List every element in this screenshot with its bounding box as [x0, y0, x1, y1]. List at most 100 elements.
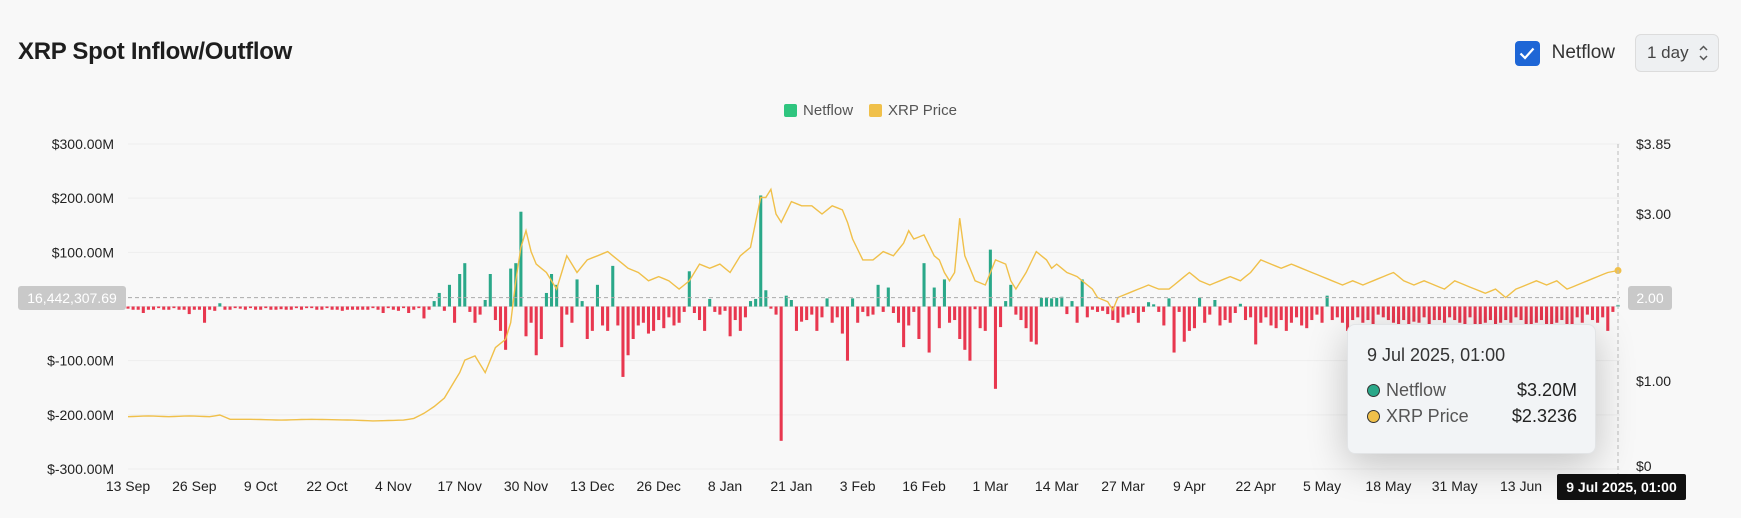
netflow-bar[interactable]	[749, 301, 753, 307]
netflow-bar[interactable]	[269, 306, 273, 310]
netflow-bar[interactable]	[641, 306, 645, 323]
netflow-bar[interactable]	[861, 306, 865, 312]
netflow-bar[interactable]	[743, 306, 747, 318]
netflow-bar[interactable]	[294, 306, 298, 309]
netflow-bar[interactable]	[1172, 306, 1176, 353]
netflow-bar[interactable]	[305, 306, 309, 309]
netflow-bar[interactable]	[442, 306, 446, 311]
netflow-bar[interactable]	[1090, 306, 1094, 310]
netflow-bar[interactable]	[284, 306, 288, 310]
netflow-bar[interactable]	[963, 306, 967, 350]
netflow-bar[interactable]	[871, 306, 875, 315]
netflow-bar[interactable]	[682, 306, 686, 312]
netflow-bar[interactable]	[386, 306, 390, 309]
netflow-bar[interactable]	[1182, 306, 1186, 342]
netflow-bar[interactable]	[325, 306, 329, 309]
netflow-bar[interactable]	[896, 306, 901, 323]
netflow-checkbox-label[interactable]: Netflow	[1551, 42, 1615, 63]
netflow-bar[interactable]	[274, 306, 278, 310]
netflow-bar[interactable]	[1463, 306, 1467, 326]
netflow-bar[interactable]	[1606, 306, 1610, 331]
netflow-bar[interactable]	[498, 306, 503, 331]
netflow-bar[interactable]	[432, 301, 436, 307]
netflow-bar[interactable]	[315, 306, 319, 310]
netflow-bar[interactable]	[993, 306, 997, 389]
netflow-bar[interactable]	[1483, 306, 1487, 323]
netflow-bar[interactable]	[519, 211, 523, 307]
netflow-bar[interactable]	[1050, 298, 1054, 307]
netflow-bar[interactable]	[606, 306, 610, 331]
netflow-bar[interactable]	[197, 306, 201, 310]
netflow-bar[interactable]	[534, 306, 538, 356]
netflow-bar[interactable]	[723, 306, 727, 311]
netflow-bar[interactable]	[1014, 306, 1018, 315]
netflow-bar[interactable]	[718, 306, 722, 315]
netflow-bar[interactable]	[396, 306, 400, 311]
netflow-bar[interactable]	[233, 306, 237, 309]
netflow-bar[interactable]	[953, 306, 957, 321]
netflow-bar[interactable]	[1060, 296, 1064, 307]
netflow-bar[interactable]	[1004, 301, 1008, 307]
netflow-bar[interactable]	[1147, 302, 1151, 307]
netflow-bar[interactable]	[1274, 306, 1278, 329]
netflow-bar[interactable]	[983, 306, 987, 331]
netflow-bar[interactable]	[1330, 306, 1334, 321]
netflow-bar[interactable]	[595, 284, 599, 307]
netflow-bar[interactable]	[1376, 306, 1380, 315]
netflow-bar[interactable]	[366, 306, 370, 310]
netflow-bar[interactable]	[1141, 306, 1145, 312]
netflow-bar[interactable]	[1080, 279, 1084, 307]
netflow-bar[interactable]	[1111, 306, 1115, 321]
netflow-bar[interactable]	[815, 306, 819, 331]
netflow-bar[interactable]	[601, 306, 605, 326]
netflow-bar[interactable]	[580, 301, 584, 307]
netflow-bar[interactable]	[422, 306, 426, 319]
netflow-bar[interactable]	[427, 306, 431, 310]
netflow-bar[interactable]	[1499, 306, 1503, 323]
netflow-bar[interactable]	[1386, 306, 1390, 321]
netflow-bar[interactable]	[1320, 306, 1324, 323]
netflow-bar[interactable]	[1504, 306, 1508, 321]
netflow-bar[interactable]	[1448, 306, 1452, 318]
netflow-bar[interactable]	[146, 306, 150, 310]
netflow-bar[interactable]	[458, 274, 462, 307]
netflow-bar[interactable]	[1152, 304, 1156, 307]
netflow-bar[interactable]	[289, 306, 293, 310]
interval-select[interactable]: 1 day	[1635, 34, 1719, 72]
netflow-bar[interactable]	[1601, 306, 1605, 318]
netflow-bar[interactable]	[891, 306, 895, 314]
netflow-bar[interactable]	[672, 306, 676, 326]
netflow-bar[interactable]	[1121, 306, 1125, 318]
netflow-bar[interactable]	[1346, 306, 1350, 331]
netflow-bar[interactable]	[1126, 306, 1130, 315]
netflow-bar[interactable]	[779, 306, 783, 441]
netflow-bar[interactable]	[402, 306, 406, 309]
netflow-bar[interactable]	[886, 287, 890, 307]
netflow-bar[interactable]	[570, 306, 574, 323]
netflow-bar[interactable]	[662, 306, 666, 329]
netflow-bar[interactable]	[677, 306, 681, 323]
netflow-bar[interactable]	[728, 306, 732, 337]
netflow-bar[interactable]	[840, 306, 844, 334]
netflow-bar[interactable]	[529, 306, 533, 323]
netflow-bar[interactable]	[407, 306, 411, 314]
netflow-bar[interactable]	[1218, 306, 1222, 326]
netflow-bar[interactable]	[585, 306, 589, 340]
netflow-bar[interactable]	[1065, 306, 1069, 315]
netflow-bar[interactable]	[1560, 306, 1564, 321]
netflow-bar[interactable]	[621, 306, 625, 377]
netflow-bar[interactable]	[1550, 306, 1554, 331]
netflow-bar[interactable]	[565, 306, 569, 315]
netflow-bar[interactable]	[800, 306, 804, 322]
netflow-bar[interactable]	[1453, 306, 1457, 321]
netflow-bar[interactable]	[340, 306, 344, 311]
netflow-bar[interactable]	[973, 306, 977, 310]
netflow-bar[interactable]	[1233, 306, 1237, 314]
netflow-bar[interactable]	[999, 306, 1003, 328]
netflow-bar[interactable]	[238, 306, 242, 309]
netflow-bar[interactable]	[759, 195, 763, 307]
netflow-bar[interactable]	[1488, 306, 1492, 321]
netflow-bar[interactable]	[131, 306, 135, 310]
netflow-bar[interactable]	[1203, 306, 1207, 323]
netflow-bar[interactable]	[1075, 306, 1079, 323]
